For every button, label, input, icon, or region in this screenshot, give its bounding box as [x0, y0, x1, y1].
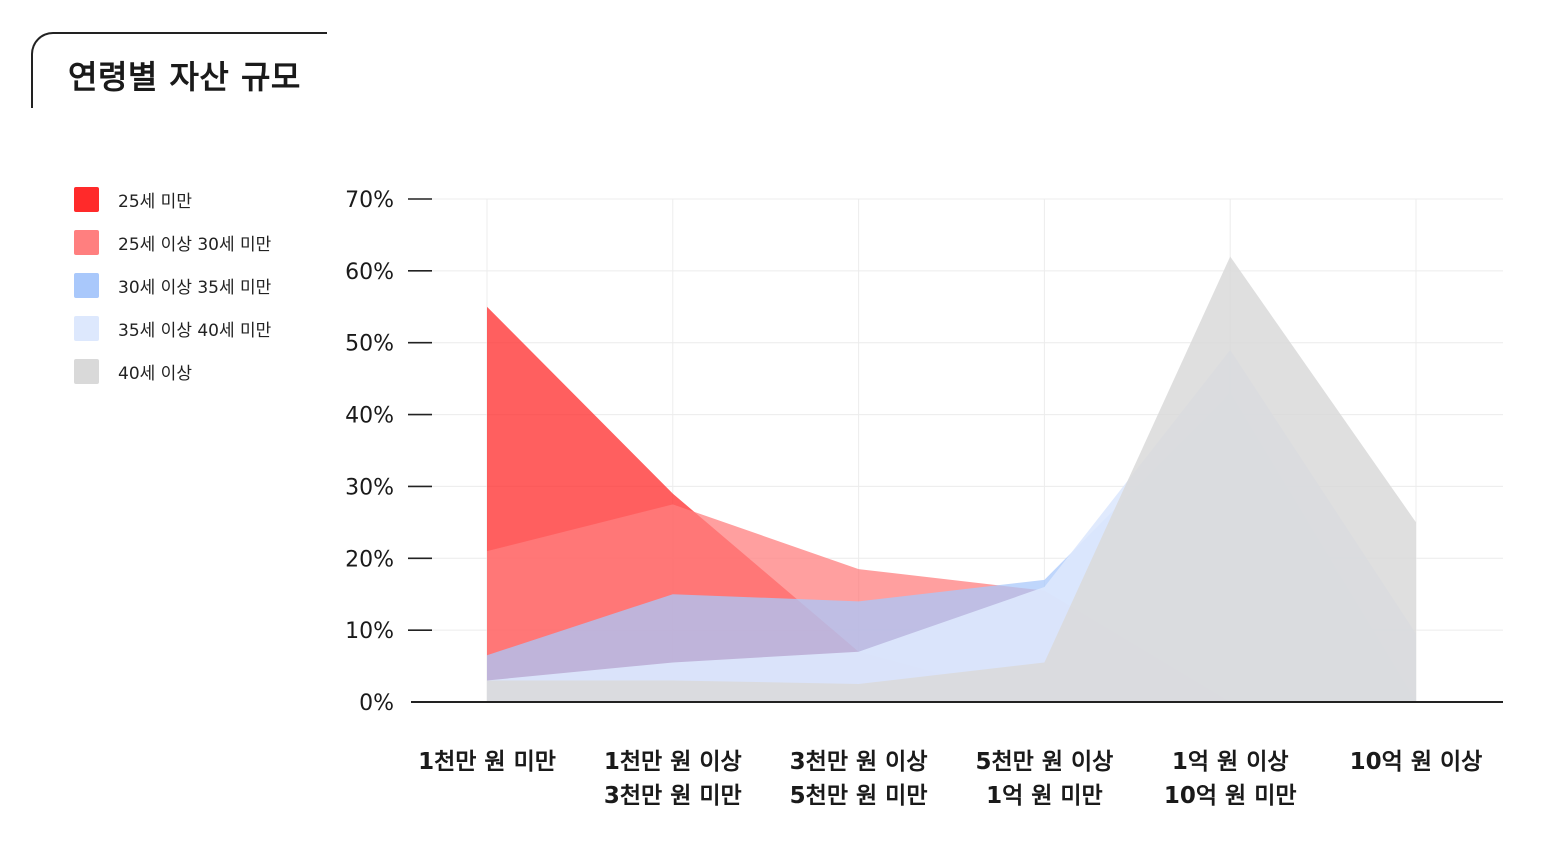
- legend-label: 25세 미만: [118, 192, 192, 212]
- x-tick-label: 5천만 원 미만: [790, 783, 928, 809]
- title-frame: [31, 32, 327, 108]
- y-tick-label: 60%: [345, 260, 394, 285]
- legend-label: 40세 이상: [118, 364, 192, 384]
- legend-swatch: [74, 187, 99, 212]
- legend-item: 25세 이상 30세 미만: [74, 229, 271, 256]
- x-tick-label: 10억 원 이상: [1350, 749, 1483, 775]
- legend-item: 40세 이상: [74, 358, 271, 385]
- x-tick-label: 1억 원 이상: [1172, 749, 1289, 775]
- legend-swatch: [74, 359, 99, 384]
- y-tick-label: 20%: [345, 547, 394, 572]
- chart-title: 연령별 자산 규모: [68, 58, 301, 96]
- legend: 25세 미만 25세 이상 30세 미만 30세 이상 35세 미만 35세 이…: [74, 186, 271, 401]
- legend-label: 30세 이상 35세 미만: [118, 278, 272, 298]
- y-tick-label: 0%: [359, 691, 394, 716]
- legend-label: 35세 이상 40세 미만: [118, 321, 272, 341]
- legend-swatch: [74, 230, 99, 255]
- legend-item: 25세 미만: [74, 186, 271, 213]
- legend-item: 30세 이상 35세 미만: [74, 272, 271, 299]
- y-tick-label: 40%: [345, 404, 394, 429]
- area-series: [487, 256, 1416, 702]
- x-tick-label: 1천만 원 미만: [418, 749, 556, 775]
- y-tick-label: 70%: [345, 188, 394, 213]
- legend-swatch: [74, 273, 99, 298]
- x-tick-label: 1천만 원 이상: [604, 749, 742, 775]
- x-tick-label: 1억 원 미만: [986, 783, 1103, 809]
- y-tick-label: 10%: [345, 619, 394, 644]
- x-tick-label: 3천만 원 미만: [604, 783, 742, 809]
- x-tick-label: 3천만 원 이상: [790, 749, 928, 775]
- legend-label: 25세 이상 30세 미만: [118, 235, 272, 255]
- x-tick-label: 10억 원 미만: [1164, 783, 1297, 809]
- y-tick-label: 30%: [345, 475, 394, 500]
- legend-item: 35세 이상 40세 미만: [74, 315, 271, 342]
- x-tick-label: 5천만 원 이상: [975, 749, 1113, 775]
- legend-swatch: [74, 316, 99, 341]
- y-tick-label: 50%: [345, 332, 394, 357]
